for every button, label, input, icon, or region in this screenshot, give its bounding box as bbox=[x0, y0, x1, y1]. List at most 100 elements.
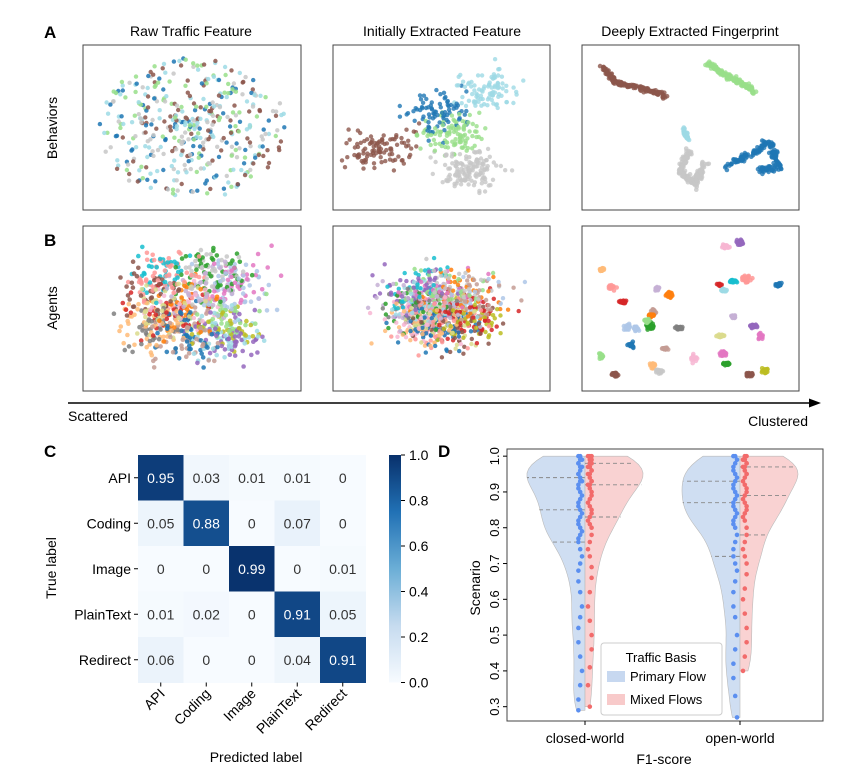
scatter-point bbox=[122, 347, 128, 353]
scatter-point bbox=[228, 118, 233, 123]
scatter-point bbox=[179, 343, 184, 348]
scatter-point bbox=[171, 71, 176, 76]
violin-point bbox=[589, 478, 594, 484]
scatter-title-initial: Initially Extracted Feature bbox=[363, 23, 521, 39]
scatter-point bbox=[198, 135, 203, 141]
scatter-point bbox=[199, 313, 205, 319]
scatter-point bbox=[395, 334, 400, 339]
scatter-point bbox=[182, 317, 187, 323]
colorbar-tick-label: 0.4 bbox=[409, 584, 429, 600]
scatter-point bbox=[273, 109, 279, 114]
scatter-point bbox=[406, 138, 411, 143]
scatter-point bbox=[143, 144, 148, 149]
scatter-point bbox=[211, 248, 216, 254]
scatter-point bbox=[384, 147, 389, 153]
scatter-point bbox=[210, 294, 215, 299]
scatter-point bbox=[146, 318, 151, 324]
scatter-point bbox=[266, 131, 272, 137]
scatter-point bbox=[219, 321, 224, 326]
scatter-point bbox=[124, 284, 129, 289]
scatter-point bbox=[434, 87, 439, 93]
scatter-point bbox=[190, 189, 195, 195]
scatter-point bbox=[191, 118, 197, 123]
scatter-point bbox=[408, 291, 414, 297]
scatter-point bbox=[767, 141, 772, 147]
violin-ytick-label: 0.8 bbox=[487, 519, 502, 537]
violin-point bbox=[731, 589, 736, 595]
scatter-point bbox=[194, 134, 199, 140]
scatter-point bbox=[700, 166, 705, 171]
scatter-point bbox=[443, 269, 448, 274]
scatter-point bbox=[500, 81, 505, 86]
violin-point bbox=[742, 611, 748, 616]
scatter-point bbox=[394, 133, 399, 138]
scatter-point bbox=[456, 276, 461, 282]
scatter-point bbox=[446, 125, 451, 130]
scatter-point bbox=[397, 114, 403, 119]
scatter-point bbox=[161, 293, 167, 299]
scatter-point bbox=[458, 72, 463, 78]
scatter-point bbox=[215, 313, 221, 319]
scatter-point bbox=[421, 130, 426, 135]
scatter-point bbox=[356, 154, 362, 159]
heatmap-cell-value: 0.01 bbox=[329, 561, 356, 577]
violin-point bbox=[732, 561, 738, 566]
scatter-point bbox=[277, 101, 283, 106]
scatter-point bbox=[433, 275, 438, 281]
scatter-point bbox=[370, 273, 375, 278]
scatter-point bbox=[461, 311, 466, 316]
scatter-point bbox=[191, 64, 196, 70]
scatter-point bbox=[491, 160, 496, 165]
scatter-point bbox=[184, 270, 190, 276]
scatter-point bbox=[426, 272, 432, 278]
scatter-point bbox=[250, 87, 255, 92]
scatter-point bbox=[405, 295, 411, 301]
scatter-point bbox=[394, 301, 399, 306]
scatter-point bbox=[175, 320, 180, 326]
scatter-point bbox=[232, 103, 237, 108]
scatter-point bbox=[160, 134, 165, 139]
scatter-point bbox=[148, 185, 153, 190]
scatter-point bbox=[687, 172, 693, 177]
scatter-point bbox=[405, 286, 410, 291]
scatter-point bbox=[392, 137, 397, 142]
scatter-point bbox=[373, 151, 379, 156]
scatter-point bbox=[472, 83, 477, 88]
scatter-point bbox=[474, 171, 479, 176]
scatter-point bbox=[198, 105, 203, 110]
violin-point bbox=[587, 503, 593, 509]
scatter-point bbox=[230, 326, 235, 332]
scatter-point bbox=[730, 278, 736, 284]
scatter-point bbox=[468, 297, 473, 303]
scatter-point bbox=[136, 112, 141, 117]
scatter-point bbox=[200, 343, 205, 349]
scatter-point bbox=[439, 143, 444, 149]
scatter-point bbox=[196, 274, 202, 280]
violin-point bbox=[740, 478, 746, 484]
scatter-point bbox=[417, 93, 423, 98]
scatter-point bbox=[236, 317, 241, 323]
trend-arrow-head bbox=[809, 398, 821, 408]
scatter-point bbox=[154, 99, 160, 104]
scatter-point bbox=[230, 110, 236, 115]
scatter-point bbox=[205, 191, 210, 196]
scatter-point bbox=[698, 169, 703, 175]
scatter-point bbox=[734, 80, 740, 86]
scatter-point bbox=[256, 296, 261, 301]
scatter-point bbox=[445, 310, 451, 315]
scatter-point bbox=[136, 265, 141, 271]
scatter-point bbox=[462, 84, 468, 90]
scatter-point bbox=[482, 167, 487, 172]
scatter-point bbox=[164, 326, 170, 332]
scatter-point bbox=[153, 312, 159, 318]
scatter-point bbox=[192, 108, 198, 113]
scatter-point bbox=[181, 304, 186, 310]
scatter-point bbox=[607, 73, 613, 79]
heatmap-colorbar bbox=[389, 455, 401, 683]
violin-point bbox=[731, 521, 736, 527]
scatter-point bbox=[241, 364, 246, 369]
scatter-point bbox=[396, 286, 401, 291]
scatter-point bbox=[240, 92, 245, 97]
scatter-point bbox=[419, 320, 424, 325]
scatter-point bbox=[402, 321, 408, 326]
